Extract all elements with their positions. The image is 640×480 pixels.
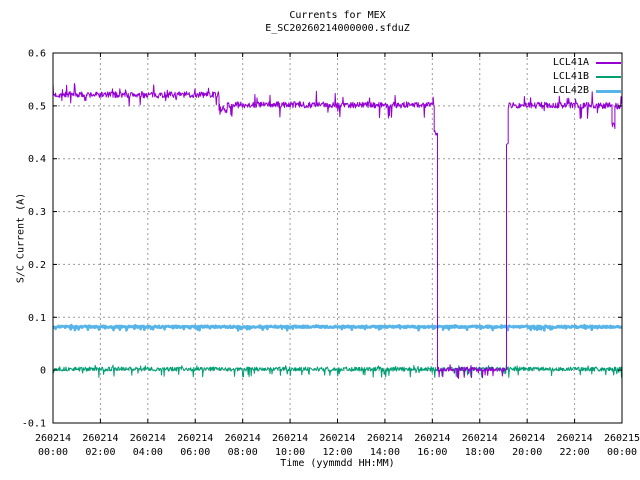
x-axis-label: Time (yymmdd HH:MM) (280, 458, 395, 469)
x-tick-time-label: 14:00 (370, 447, 400, 458)
x-tick-time-label: 22:00 (560, 447, 590, 458)
x-tick-time-label: 12:00 (322, 447, 352, 458)
legend-item-lcl41a: LCL41A (553, 56, 621, 70)
plot-frame (52, 52, 623, 424)
x-tick-time-label: 00:00 (607, 447, 637, 458)
legend-label: LCL42B (552, 85, 589, 96)
y-tick-label: 0.3 (28, 207, 46, 218)
x-tick-date-label: 260214 (272, 433, 308, 444)
legend-line-sample (596, 76, 621, 78)
x-tick-date-label: 260214 (177, 433, 213, 444)
y-axis-label: S/C Current (A) (15, 192, 27, 284)
x-tick-date-label: 260214 (35, 433, 71, 444)
legend-label: LCL41B (552, 71, 589, 82)
x-tick-time-label: 02:00 (85, 447, 115, 458)
x-tick-date-label: 260214 (414, 433, 450, 444)
y-tick-label: 0.2 (28, 260, 46, 271)
legend-line-sample (596, 89, 621, 93)
x-tick-date-label: 260214 (462, 433, 498, 444)
x-tick-time-label: 00:00 (38, 447, 68, 458)
x-tick-time-label: 20:00 (512, 447, 542, 458)
x-tick-time-label: 04:00 (133, 447, 163, 458)
x-tick-date-label: 260215 (604, 433, 640, 444)
legend-item-lcl41b: LCL41B (553, 70, 621, 84)
x-tick-date-label: 260214 (225, 433, 261, 444)
series-line-lcl41a (53, 83, 622, 379)
x-tick-time-label: 16:00 (417, 447, 447, 458)
series-line-lcl42b (53, 323, 622, 332)
chart-subtitle: E_SC20260214000000.sfduZ (265, 23, 410, 34)
x-tick-time-label: 18:00 (465, 447, 495, 458)
legend-line-sample (596, 62, 621, 64)
y-tick-label: 0.1 (28, 313, 46, 324)
chart-title: Currents for MEX (289, 10, 386, 21)
y-tick-label: 0.4 (28, 154, 46, 165)
x-tick-time-label: 10:00 (275, 447, 305, 458)
x-tick-date-label: 260214 (130, 433, 166, 444)
y-tick-label: 0.6 (28, 49, 46, 60)
legend-label: LCL41A (552, 57, 589, 68)
y-tick-label: 0.5 (28, 101, 46, 112)
x-tick-time-label: 08:00 (228, 447, 258, 458)
legend-item-lcl42b: LCL42B (553, 84, 621, 98)
y-tick-label: 0 (40, 366, 46, 377)
x-tick-date-label: 260214 (319, 433, 355, 444)
y-tick-label: -0.1 (22, 419, 46, 430)
tick-labels: -0.1 0 0.1 0.2 0.3 0.4 0.5 0.6 260214 00:00 260214… (22, 49, 640, 459)
x-tick-date-label: 260214 (82, 433, 118, 444)
legend: LCL41A LCL41B LCL42B (553, 56, 621, 98)
x-tick-date-label: 260214 (509, 433, 545, 444)
x-tick-date-label: 260214 (557, 433, 593, 444)
x-tick-time-label: 06:00 (180, 447, 210, 458)
series-line-lcl41b (53, 364, 622, 378)
x-tick-date-label: 260214 (367, 433, 403, 444)
series-group (53, 83, 622, 379)
